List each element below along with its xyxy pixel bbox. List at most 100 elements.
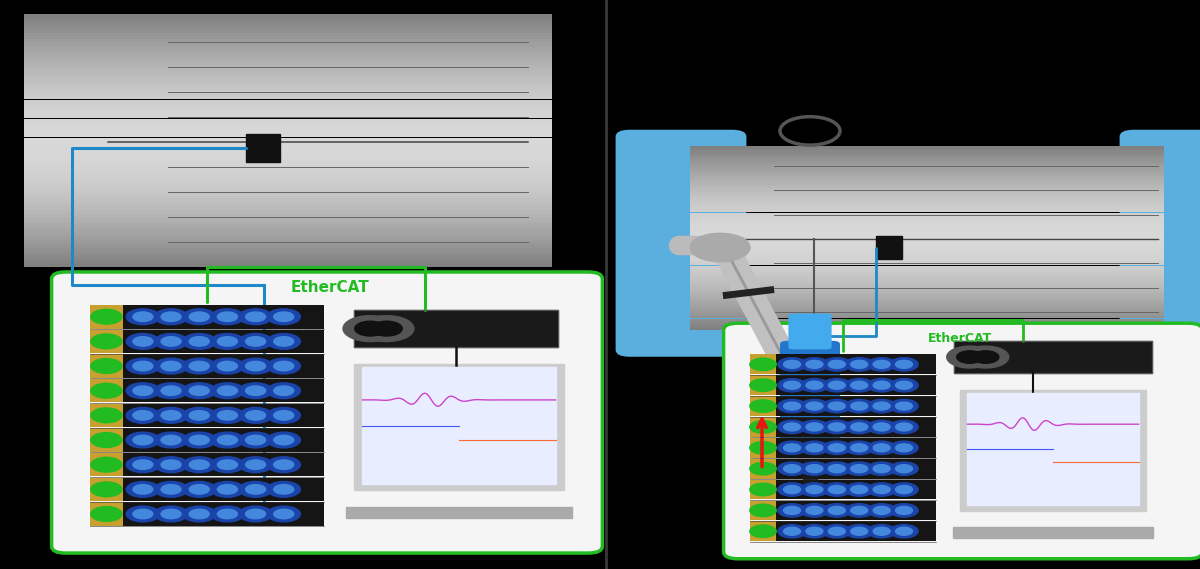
- Bar: [690, 295, 1164, 298]
- Bar: [24, 27, 552, 30]
- Bar: [90, 477, 122, 501]
- Bar: [690, 187, 1164, 189]
- Circle shape: [274, 386, 294, 395]
- Bar: [690, 300, 1164, 302]
- Bar: [750, 396, 776, 416]
- Circle shape: [133, 312, 152, 321]
- Circle shape: [828, 360, 845, 368]
- Bar: [24, 131, 552, 134]
- Circle shape: [126, 481, 160, 497]
- Circle shape: [800, 378, 828, 392]
- Circle shape: [750, 379, 776, 391]
- Circle shape: [190, 312, 209, 321]
- Circle shape: [91, 358, 122, 373]
- Circle shape: [845, 358, 874, 371]
- Circle shape: [239, 383, 272, 399]
- Circle shape: [190, 485, 209, 494]
- Bar: [24, 207, 552, 211]
- Bar: [690, 229, 1164, 231]
- Circle shape: [155, 481, 187, 497]
- Circle shape: [874, 506, 890, 514]
- Bar: [776, 480, 936, 500]
- Circle shape: [851, 465, 868, 473]
- Bar: [690, 316, 1164, 319]
- Circle shape: [182, 432, 216, 448]
- Circle shape: [956, 351, 983, 364]
- Bar: [690, 258, 1164, 261]
- Bar: [122, 428, 324, 452]
- Circle shape: [161, 411, 181, 420]
- Bar: [246, 134, 280, 162]
- Circle shape: [182, 407, 216, 423]
- Circle shape: [868, 358, 895, 371]
- Circle shape: [784, 402, 800, 410]
- Circle shape: [806, 506, 823, 514]
- Circle shape: [126, 432, 160, 448]
- Circle shape: [868, 525, 895, 538]
- Circle shape: [190, 411, 209, 420]
- Circle shape: [828, 444, 845, 452]
- Circle shape: [268, 333, 300, 349]
- Circle shape: [868, 420, 895, 434]
- Bar: [122, 403, 324, 427]
- Circle shape: [182, 333, 216, 349]
- Bar: [690, 321, 1164, 323]
- Circle shape: [133, 460, 152, 469]
- Circle shape: [126, 358, 160, 374]
- Bar: [690, 201, 1164, 203]
- Circle shape: [828, 381, 845, 389]
- Circle shape: [823, 378, 851, 392]
- Circle shape: [874, 423, 890, 431]
- Text: EtherCAT: EtherCAT: [928, 332, 992, 345]
- Bar: [122, 329, 324, 353]
- Circle shape: [217, 361, 238, 371]
- Circle shape: [217, 386, 238, 395]
- Bar: [24, 236, 552, 239]
- Bar: [690, 212, 1164, 215]
- Bar: [690, 325, 1164, 328]
- Bar: [122, 477, 324, 501]
- Circle shape: [895, 423, 912, 431]
- Circle shape: [155, 432, 187, 448]
- Circle shape: [217, 337, 238, 346]
- Bar: [24, 229, 552, 233]
- Circle shape: [778, 504, 806, 517]
- Circle shape: [161, 435, 181, 445]
- Circle shape: [211, 309, 244, 325]
- Bar: [690, 199, 1164, 201]
- Bar: [690, 183, 1164, 185]
- Bar: [24, 100, 552, 102]
- Circle shape: [268, 407, 300, 423]
- Circle shape: [217, 460, 238, 469]
- FancyBboxPatch shape: [52, 272, 602, 553]
- Bar: [24, 87, 552, 90]
- Bar: [690, 174, 1164, 176]
- Bar: [362, 367, 556, 484]
- Circle shape: [784, 360, 800, 368]
- Bar: [24, 58, 552, 61]
- Circle shape: [126, 407, 160, 423]
- Circle shape: [823, 483, 851, 496]
- Circle shape: [851, 506, 868, 514]
- Circle shape: [784, 423, 800, 431]
- Bar: [690, 196, 1164, 199]
- Bar: [876, 236, 902, 259]
- Bar: [690, 178, 1164, 180]
- Circle shape: [895, 360, 912, 368]
- Bar: [690, 275, 1164, 277]
- Circle shape: [806, 381, 823, 389]
- Bar: [24, 80, 552, 84]
- Circle shape: [895, 444, 912, 452]
- FancyBboxPatch shape: [780, 341, 840, 447]
- Circle shape: [91, 457, 122, 472]
- Circle shape: [211, 506, 244, 522]
- Circle shape: [800, 399, 828, 413]
- Circle shape: [217, 509, 238, 519]
- Circle shape: [217, 435, 238, 445]
- Bar: [24, 223, 552, 226]
- Circle shape: [91, 506, 122, 521]
- Bar: [690, 162, 1164, 164]
- Bar: [690, 254, 1164, 256]
- Circle shape: [845, 399, 874, 413]
- Circle shape: [784, 444, 800, 452]
